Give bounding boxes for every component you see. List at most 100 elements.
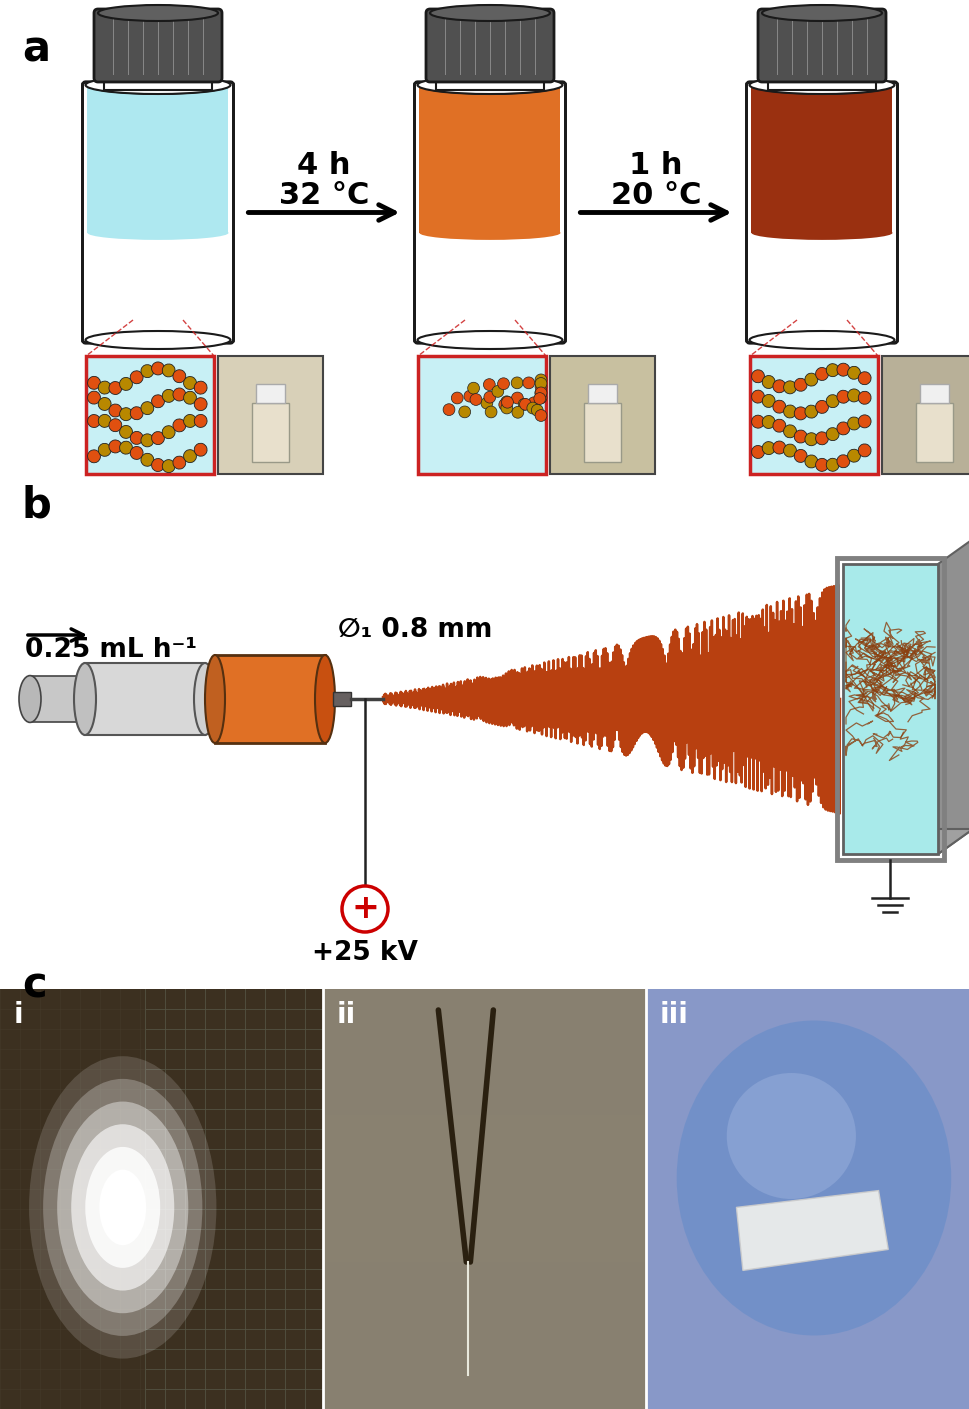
Polygon shape [938, 540, 969, 854]
Ellipse shape [130, 431, 143, 444]
Bar [916, 403, 953, 462]
Ellipse shape [172, 418, 186, 433]
Ellipse shape [805, 406, 818, 418]
Bar [588, 385, 617, 403]
Ellipse shape [151, 431, 165, 445]
Ellipse shape [752, 390, 765, 403]
Ellipse shape [87, 376, 101, 389]
Ellipse shape [752, 445, 765, 458]
Bar [252, 403, 289, 462]
Bar [323, 1136, 646, 1157]
Bar [550, 356, 655, 473]
Ellipse shape [512, 392, 523, 404]
Ellipse shape [784, 444, 797, 457]
Bar [323, 1115, 646, 1136]
Ellipse shape [763, 441, 775, 455]
Ellipse shape [99, 1169, 146, 1246]
Ellipse shape [470, 393, 482, 406]
Text: 32 °C: 32 °C [279, 182, 369, 210]
Ellipse shape [492, 386, 504, 397]
Ellipse shape [848, 389, 860, 402]
Ellipse shape [784, 426, 797, 438]
Ellipse shape [481, 397, 493, 409]
Ellipse shape [762, 6, 882, 21]
Ellipse shape [141, 454, 154, 466]
Ellipse shape [194, 397, 207, 410]
Text: 0.25 mL h⁻¹: 0.25 mL h⁻¹ [25, 637, 197, 664]
Ellipse shape [859, 414, 871, 428]
Ellipse shape [512, 378, 523, 389]
Ellipse shape [57, 1102, 188, 1313]
Ellipse shape [119, 378, 133, 390]
Ellipse shape [784, 404, 797, 418]
Bar [323, 989, 646, 1409]
Ellipse shape [805, 373, 818, 386]
Ellipse shape [458, 406, 471, 418]
Ellipse shape [420, 225, 560, 240]
Text: iii: iii [660, 1000, 689, 1029]
Bar [323, 1093, 646, 1115]
Bar [323, 1157, 646, 1178]
Ellipse shape [523, 378, 535, 389]
FancyBboxPatch shape [426, 8, 554, 82]
Ellipse shape [535, 378, 547, 389]
Ellipse shape [763, 395, 775, 407]
Ellipse shape [130, 371, 143, 383]
Circle shape [342, 886, 388, 931]
Ellipse shape [130, 447, 143, 459]
Ellipse shape [98, 444, 111, 457]
Ellipse shape [87, 392, 101, 404]
Ellipse shape [71, 1124, 174, 1291]
Ellipse shape [98, 380, 111, 395]
Text: ii: ii [337, 1000, 357, 1029]
Ellipse shape [109, 404, 122, 417]
Ellipse shape [816, 431, 828, 445]
Bar [323, 1262, 646, 1284]
Bar [323, 1241, 646, 1262]
Ellipse shape [752, 225, 892, 240]
Bar [584, 403, 621, 462]
Ellipse shape [183, 376, 197, 389]
Ellipse shape [98, 397, 111, 410]
Bar [0, 989, 323, 1409]
Ellipse shape [172, 457, 186, 469]
Text: +25 kV: +25 kV [312, 940, 418, 967]
Ellipse shape [805, 455, 818, 468]
Bar [323, 1010, 646, 1031]
Bar [30, 675, 114, 723]
Ellipse shape [795, 378, 807, 392]
Ellipse shape [141, 434, 154, 447]
Bar [323, 1367, 646, 1388]
FancyBboxPatch shape [82, 82, 234, 342]
Text: 4 h: 4 h [297, 152, 351, 180]
Ellipse shape [534, 393, 546, 404]
Ellipse shape [795, 449, 807, 462]
Ellipse shape [119, 407, 133, 421]
Text: c: c [22, 964, 47, 1006]
Ellipse shape [535, 410, 547, 421]
Ellipse shape [172, 387, 186, 402]
Ellipse shape [162, 389, 175, 403]
Bar [85, 664, 205, 735]
Ellipse shape [827, 395, 839, 407]
Ellipse shape [183, 392, 197, 404]
Ellipse shape [443, 404, 454, 416]
Ellipse shape [151, 458, 165, 472]
Ellipse shape [859, 392, 871, 404]
Ellipse shape [418, 331, 562, 349]
Bar [104, 73, 212, 90]
Ellipse shape [535, 387, 547, 399]
Bar [323, 1220, 646, 1241]
Ellipse shape [194, 382, 207, 395]
Ellipse shape [848, 449, 860, 462]
Ellipse shape [535, 373, 547, 386]
Ellipse shape [418, 76, 562, 94]
Text: i: i [14, 1000, 23, 1029]
Ellipse shape [452, 392, 463, 404]
Polygon shape [843, 828, 969, 854]
Ellipse shape [749, 76, 894, 94]
Bar [752, 85, 892, 232]
Ellipse shape [795, 407, 807, 420]
Ellipse shape [141, 365, 154, 378]
Ellipse shape [141, 402, 154, 414]
